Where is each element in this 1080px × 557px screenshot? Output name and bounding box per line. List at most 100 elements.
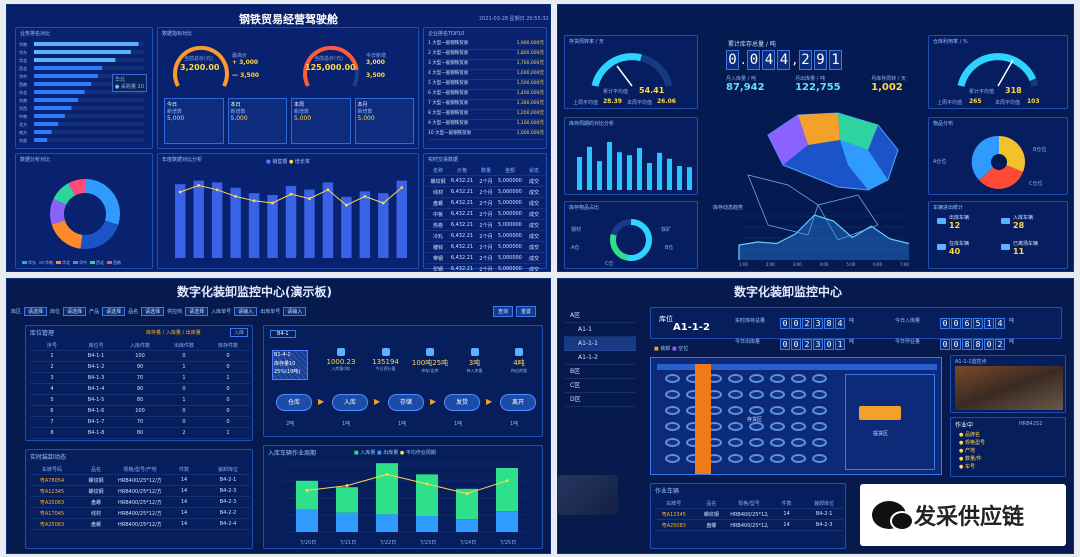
coil-icon[interactable] bbox=[665, 422, 680, 431]
tree-item[interactable]: A区 bbox=[564, 309, 636, 323]
coil-icon[interactable] bbox=[749, 390, 764, 399]
flow-step[interactable]: 离开 bbox=[500, 394, 536, 411]
coil-icon[interactable] bbox=[665, 454, 680, 463]
table-row[interactable]: 4 B4-1-4 90 0 0 bbox=[30, 384, 250, 395]
coil-icon[interactable] bbox=[812, 454, 827, 463]
tree-item[interactable]: A1-1-2 bbox=[564, 351, 636, 365]
query-button[interactable]: 查询 bbox=[493, 306, 514, 317]
coil-icon[interactable] bbox=[812, 438, 827, 447]
coil-icon[interactable] bbox=[770, 454, 785, 463]
table-row[interactable]: 盘螺 6,432.21 2个月 5,000000.00 成交 bbox=[426, 198, 546, 209]
top10-row[interactable]: 4 大型一般钢铁贸易 1,600,000元 bbox=[428, 70, 544, 80]
table-row[interactable]: 6 B4-1-6 100 0 0 bbox=[30, 406, 250, 417]
table-row[interactable]: 2 B4-1-2 90 1 0 bbox=[30, 362, 250, 373]
table-row[interactable]: 螺纹钢 6,432.21 2个月 5,000000.00 成交 bbox=[426, 176, 546, 187]
coil-icon[interactable] bbox=[728, 406, 743, 415]
top10-row[interactable]: 2 大型一般钢铁贸易 1,800,000元 bbox=[428, 50, 544, 60]
coil-icon[interactable] bbox=[791, 454, 806, 463]
flow-step[interactable]: 仓库 bbox=[276, 394, 312, 411]
tree-item[interactable]: B区 bbox=[564, 365, 636, 379]
table-row[interactable]: 7 B4-1-7 70 0 0 bbox=[30, 417, 250, 428]
top10-row[interactable]: 3 大型一般钢铁贸易 1,700,000元 bbox=[428, 60, 544, 70]
coil-icon[interactable] bbox=[770, 406, 785, 415]
table-row[interactable]: 线材 6,432.21 2个月 5,000000.00 成交 bbox=[426, 187, 546, 198]
table-row[interactable]: 粤A12345 螺纹钢 HRB400/25*12/方柱 14 B4-2-1 bbox=[655, 509, 843, 520]
filter-select[interactable]: 请输入 bbox=[234, 307, 258, 316]
coil-icon[interactable] bbox=[791, 438, 806, 447]
vehicle-stat[interactable]: 入库车辆 28 bbox=[999, 214, 1063, 240]
flow-step[interactable]: 存储 bbox=[388, 394, 424, 411]
table-row[interactable]: 带钢 6,432.21 2个月 5,000000.00 成交 bbox=[426, 253, 546, 264]
period-card[interactable]: 本周 新增数 5,000 bbox=[291, 98, 351, 144]
filter-select[interactable]: 请选择 bbox=[24, 307, 48, 316]
vehicle-stat[interactable]: 已离场车辆 11 bbox=[999, 240, 1063, 266]
coil-icon[interactable] bbox=[749, 454, 764, 463]
coil-icon[interactable] bbox=[791, 390, 806, 399]
top10-row[interactable]: 6 大型一般钢铁贸易 1,400,000元 bbox=[428, 90, 544, 100]
table-row[interactable]: 1 B4-1-1 100 0 0 bbox=[30, 351, 250, 362]
filter-select[interactable]: 请输入 bbox=[283, 307, 307, 316]
coil-icon[interactable] bbox=[770, 422, 785, 431]
top10-row[interactable]: 8 大型一般钢铁贸易 1,200,000元 bbox=[428, 110, 544, 120]
vehicle-stat[interactable]: 在库车辆 40 bbox=[935, 240, 999, 266]
tree-item[interactable]: A1-1-1 bbox=[564, 337, 636, 351]
coil-icon[interactable] bbox=[749, 438, 764, 447]
coil-icon[interactable] bbox=[791, 422, 806, 431]
coil-icon[interactable] bbox=[812, 374, 827, 383]
vehicle-stat[interactable]: 出库车辆 12 bbox=[935, 214, 999, 240]
table-row[interactable]: 粤A25083 盘螺 HRB400/25*12/方柱 14 B4-2-3 bbox=[655, 520, 843, 531]
top10-row[interactable]: 9 大型一般钢铁贸易 1,100,000元 bbox=[428, 120, 544, 130]
table-row[interactable]: 冷轧 6,432.21 2个月 5,000000.00 成交 bbox=[426, 231, 546, 242]
table-row[interactable]: 5 B4-1-5 80 1 0 bbox=[30, 395, 250, 406]
tree-item[interactable]: A1-1 bbox=[564, 323, 636, 337]
coil-icon[interactable] bbox=[812, 390, 827, 399]
coil-icon[interactable] bbox=[749, 406, 764, 415]
flow-step[interactable]: 入库 bbox=[332, 394, 368, 411]
coil-icon[interactable] bbox=[770, 374, 785, 383]
table-row[interactable]: 粤A17045 线材 HRB400/25*12/方柱 14 B4-2-2 bbox=[30, 508, 250, 519]
coil-icon[interactable] bbox=[665, 374, 680, 383]
reset-button[interactable]: 重置 bbox=[516, 306, 537, 317]
coil-icon[interactable] bbox=[728, 422, 743, 431]
coil-icon[interactable] bbox=[770, 390, 785, 399]
top10-row[interactable]: 7 大型一般钢铁贸易 1,300,000元 bbox=[428, 100, 544, 110]
filter-select[interactable]: 请选择 bbox=[141, 307, 165, 316]
flow-step[interactable]: 发货 bbox=[444, 394, 480, 411]
filter-select[interactable]: 请选择 bbox=[102, 307, 126, 316]
camera-feed[interactable] bbox=[955, 366, 1063, 410]
top10-row[interactable]: 5 大型一般钢铁贸易 1,500,000元 bbox=[428, 80, 544, 90]
inbound-button[interactable]: 入库 bbox=[230, 328, 249, 337]
coil-icon[interactable] bbox=[749, 422, 764, 431]
period-card[interactable]: 本日 新增数 5,000 bbox=[227, 98, 287, 144]
filter-select[interactable]: 请选择 bbox=[63, 307, 87, 316]
crane[interactable] bbox=[695, 364, 711, 474]
coil-icon[interactable] bbox=[812, 422, 827, 431]
coil-icon[interactable] bbox=[770, 438, 785, 447]
coil-icon[interactable] bbox=[749, 374, 764, 383]
coil-icon[interactable] bbox=[665, 406, 680, 415]
coil-icon[interactable] bbox=[791, 406, 806, 415]
top10-row[interactable]: 1 大型一般钢铁贸易 1,900,000元 bbox=[428, 40, 544, 50]
coil-icon[interactable] bbox=[791, 374, 806, 383]
table-row[interactable]: 型钢 6,432.21 2个月 5,000000.00 成交 bbox=[426, 264, 546, 271]
coil-icon[interactable] bbox=[728, 374, 743, 383]
table-row[interactable]: 镀锌 6,432.21 2个月 5,000000.00 成交 bbox=[426, 242, 546, 253]
table-row[interactable]: 3 B4-1-3 70 1 1 bbox=[30, 373, 250, 384]
table-row[interactable]: 粤A25083 盘螺 HRB400/25*12/方柱 14 B4-2-4 bbox=[30, 519, 250, 530]
period-card[interactable]: 今日 新增数 5,000 bbox=[164, 98, 224, 144]
coil-icon[interactable] bbox=[728, 390, 743, 399]
table-row[interactable]: 8 B4-1-8 80 2 1 bbox=[30, 428, 250, 439]
table-row[interactable]: 粤A12345 螺纹钢 HRB400/25*12/方柱 14 B4-2-3 bbox=[30, 486, 250, 497]
top10-row[interactable]: 10 大型一般钢铁贸易 1,000,000元 bbox=[428, 130, 544, 140]
coil-icon[interactable] bbox=[665, 438, 680, 447]
filter-select[interactable]: 请选择 bbox=[185, 307, 209, 316]
coil-icon[interactable] bbox=[812, 406, 827, 415]
table-row[interactable]: 粤A25083 盘螺 HRB400/25*12/方柱 14 B4-2-3 bbox=[30, 497, 250, 508]
tree-item[interactable]: C区 bbox=[564, 379, 636, 393]
table-row[interactable]: 热卷 6,432.21 2个月 5,000000.00 成交 bbox=[426, 220, 546, 231]
table-row[interactable]: 中板 6,432.21 2个月 5,000000.00 成交 bbox=[426, 209, 546, 220]
period-card[interactable]: 本月 新增数 5,000 bbox=[354, 98, 414, 144]
coil-icon[interactable] bbox=[665, 390, 680, 399]
tree-item[interactable]: D区 bbox=[564, 393, 636, 407]
table-row[interactable]: 粤A78054 螺纹钢 HRB400/25*12/方柱 14 B4-2-1 bbox=[30, 475, 250, 486]
